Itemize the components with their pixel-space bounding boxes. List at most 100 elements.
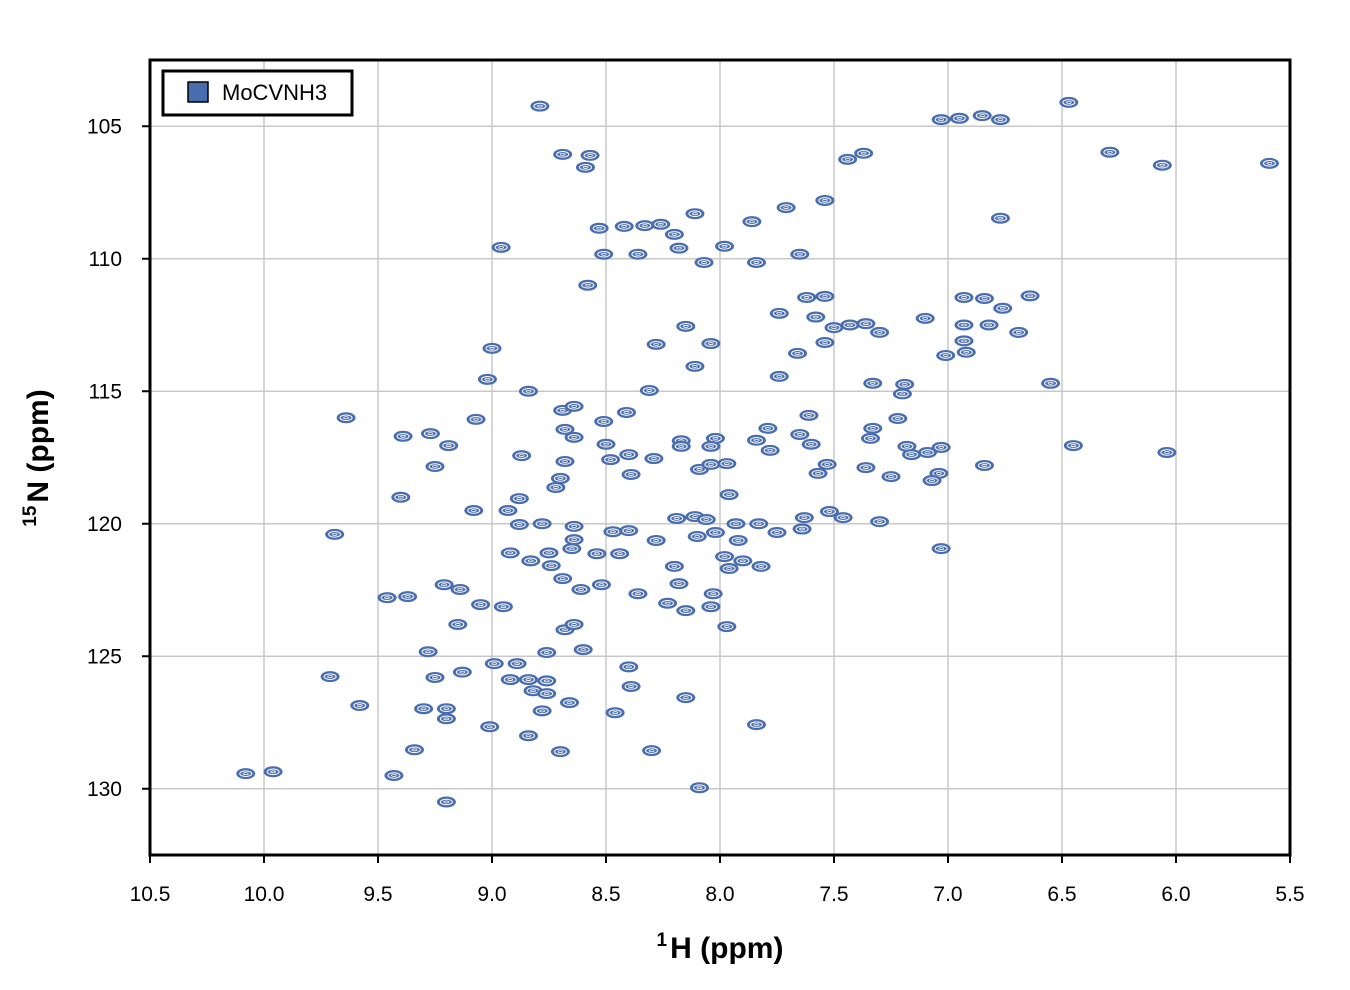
peak-contour-inner [515, 452, 529, 459]
peak [915, 312, 935, 324]
peak-contour-core [1106, 150, 1113, 154]
peak-contour-core [981, 297, 988, 300]
peak-contour-inner [576, 646, 590, 653]
peak-contour-outer [555, 455, 575, 467]
peak-contour-outer [539, 547, 559, 559]
peak-contour-core [607, 458, 614, 462]
peak [1009, 326, 1029, 338]
y-tick-label: 110 [89, 248, 122, 271]
x-axis-ticks: 10.5 10.0 9.5 9.0 8.5 8.0 7.5 7.0 6.5 6.0 5.5 [130, 855, 1305, 906]
peak-contour-core [692, 515, 698, 518]
peak-contour-outer [594, 248, 614, 260]
peak-contour-core [557, 477, 564, 480]
peak-contour-outer [819, 506, 839, 518]
peak [377, 592, 397, 604]
peak-contour-inner [873, 518, 887, 525]
peak-contour-outer [482, 342, 502, 354]
peak-contour-outer [491, 241, 511, 253]
x-tick-label: 7.0 [933, 883, 962, 906]
peak [797, 291, 817, 303]
peak [610, 548, 630, 560]
peak-contour-core [616, 552, 623, 556]
peak-contour-inner [647, 455, 661, 462]
peak-contour-core [938, 446, 945, 449]
peak-contour-outer [954, 335, 974, 347]
peak-contour-outer [990, 212, 1010, 224]
peak-contour-inner [977, 295, 991, 302]
peak [532, 705, 552, 717]
peak-contour-outer [956, 346, 976, 358]
peak-contour-inner [567, 621, 581, 628]
peak-contour-inner [754, 563, 768, 570]
peak-contour-outer [769, 370, 789, 382]
peak-contour-core [384, 596, 391, 600]
peak [635, 220, 655, 232]
peak [701, 338, 721, 350]
peak-contour-outer [694, 256, 714, 268]
peak-contour-core [571, 525, 577, 528]
peak-contour-outer [564, 534, 584, 546]
peak-contour-core [603, 442, 609, 446]
peak-contour-outer [377, 592, 397, 604]
peak-contour-outer [646, 534, 666, 546]
peak-contour-inner [772, 310, 786, 317]
peak-contour-inner [772, 373, 786, 380]
peak-contour-outer [450, 583, 470, 595]
peak-contour-inner [827, 324, 841, 331]
peak-contour-core [821, 341, 828, 344]
peak-contour-outer [596, 438, 616, 450]
peak-contour-inner [763, 447, 777, 454]
peak-contour-inner [544, 562, 558, 569]
peak-contour-outer [824, 322, 844, 334]
peak [676, 605, 696, 617]
peak [719, 563, 739, 575]
peak-contour-inner [535, 520, 549, 528]
peak-contour-inner [895, 390, 909, 398]
peak-contour-inner [649, 341, 663, 348]
peak [580, 149, 600, 161]
y-tick-label: 105 [87, 115, 122, 138]
peak-contour-outer [888, 413, 908, 425]
peak-contour-outer [863, 377, 883, 389]
peak-contour-inner [533, 102, 547, 110]
peak-contour-core [477, 603, 484, 606]
peak [902, 449, 922, 461]
peak [895, 378, 915, 390]
peak-contour-inner [622, 663, 636, 671]
peak-contour-inner [934, 116, 948, 123]
peak-contour-outer [701, 440, 721, 452]
peak-contour-outer [263, 766, 283, 778]
peak-contour-core [799, 527, 805, 531]
peak-contour-outer [715, 551, 735, 563]
peak-contour-outer [676, 605, 696, 617]
peak-contour-core [459, 670, 466, 674]
peak-contour-inner [859, 464, 873, 471]
peak-contour-core [628, 473, 634, 476]
peak [671, 440, 691, 452]
peak-contour-outer [471, 599, 491, 611]
peak-contour-outer [863, 422, 883, 434]
peak-contour-core [796, 252, 803, 256]
peak-contour-outer [436, 796, 456, 808]
peak-contour-core [815, 471, 821, 475]
peak-contour-outer [500, 547, 520, 559]
peak-contour-inner [542, 549, 556, 557]
peak [974, 293, 994, 304]
peak [954, 319, 974, 331]
peak-contour-inner [670, 515, 684, 522]
peak-contour-core [539, 522, 546, 526]
peak [806, 311, 826, 323]
x-tick-label: 6.0 [1161, 883, 1190, 906]
peak-contour-core [692, 364, 698, 368]
peak [776, 202, 796, 214]
peak [594, 415, 614, 427]
peak [564, 520, 584, 532]
peak-contour-inner [521, 732, 535, 740]
peak [1059, 96, 1079, 108]
peak-contour-inner [439, 705, 453, 713]
peak-contour-core [568, 547, 575, 551]
peak-contour-core [543, 651, 550, 654]
peak-contour-outer [635, 220, 655, 232]
peak-contour-outer [669, 578, 689, 590]
peak [824, 322, 844, 334]
